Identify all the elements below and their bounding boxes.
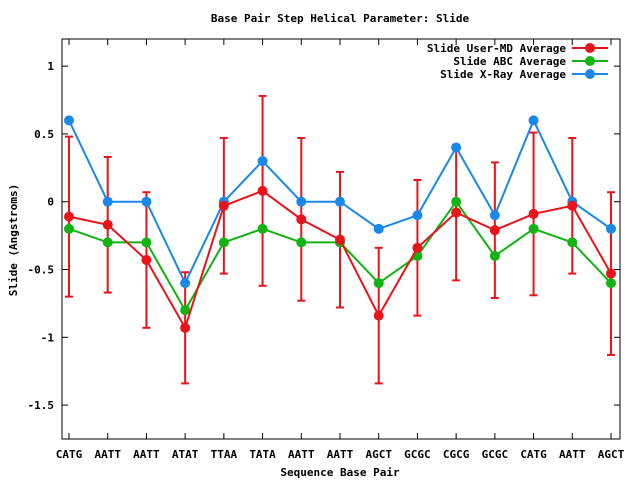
legend-marker (585, 43, 595, 53)
data-point (64, 211, 74, 222)
data-point (102, 237, 113, 248)
data-point (528, 223, 539, 234)
x-tick-label: GCGC (404, 448, 431, 461)
data-point (567, 200, 578, 211)
x-tick-label: AATT (288, 448, 315, 461)
data-point (606, 223, 616, 234)
x-tick-label: AGCT (598, 448, 625, 461)
x-tick-label: AGCT (365, 448, 392, 461)
x-tick-label: AATT (94, 448, 121, 461)
data-point (489, 210, 500, 221)
data-point (451, 196, 462, 207)
y-tick-label: -1 (41, 331, 55, 344)
data-point (257, 223, 268, 234)
x-tick-label: CATG (56, 448, 83, 461)
data-point (141, 196, 152, 207)
data-point (218, 237, 229, 248)
x-tick-label: ATAT (172, 448, 199, 461)
data-point (489, 225, 500, 236)
data-point (296, 237, 307, 248)
data-point (412, 210, 423, 221)
data-point (296, 214, 307, 225)
data-point (528, 208, 539, 219)
data-point (489, 250, 500, 261)
x-tick-label: AATT (133, 448, 160, 461)
data-point (373, 310, 384, 321)
x-tick-label: AATT (327, 448, 354, 461)
y-tick-label: 0 (47, 196, 54, 209)
data-point (180, 322, 191, 333)
data-point (606, 278, 616, 289)
data-point (335, 234, 345, 245)
data-point (180, 278, 191, 289)
x-tick-label: CATG (520, 448, 547, 461)
data-point (606, 268, 616, 279)
data-point (373, 223, 384, 234)
legend-label: Slide ABC Average (453, 55, 566, 68)
data-point (296, 196, 307, 207)
legend-label: Slide X-Ray Average (440, 68, 566, 81)
plot-area: 1 0.5 0 -0.5 -1 -1.5 CATG AATT AATT ATAT TTAA TATA A… (28, 38, 625, 461)
x-tick-label: CGCG (443, 448, 470, 461)
data-point (141, 237, 152, 248)
data-point (257, 185, 268, 196)
data-point (528, 115, 539, 126)
y-tick-label: 0.5 (34, 128, 54, 141)
y-tick-label: 1 (47, 60, 54, 73)
data-point (141, 255, 152, 266)
legend-marker (585, 69, 595, 79)
data-point (373, 278, 384, 289)
y-tick-label: -1.5 (28, 399, 55, 412)
legend-label: Slide User-MD Average (427, 42, 566, 55)
y-tick-label: -0.5 (28, 264, 55, 277)
data-point (64, 115, 74, 126)
x-tick-label: GCGC (482, 448, 509, 461)
data-point (102, 219, 113, 230)
data-point (180, 305, 191, 316)
x-tick-label: TATA (249, 448, 276, 461)
data-point (412, 242, 423, 253)
data-point (218, 200, 229, 211)
plot-frame (61, 38, 621, 440)
data-point (335, 196, 345, 207)
chart-title: Base Pair Step Helical Parameter: Slide (211, 12, 470, 25)
data-point (567, 237, 578, 248)
x-axis-label: Sequence Base Pair (280, 466, 400, 479)
data-point (257, 156, 268, 167)
x-tick-label: TTAA (211, 448, 238, 461)
data-point (451, 142, 462, 153)
data-point (102, 196, 113, 207)
x-tick-label: AATT (559, 448, 586, 461)
y-axis-label: Slide (Angstroms) (7, 184, 20, 297)
data-point (64, 223, 74, 234)
data-point (451, 207, 462, 218)
legend-marker (585, 56, 595, 66)
